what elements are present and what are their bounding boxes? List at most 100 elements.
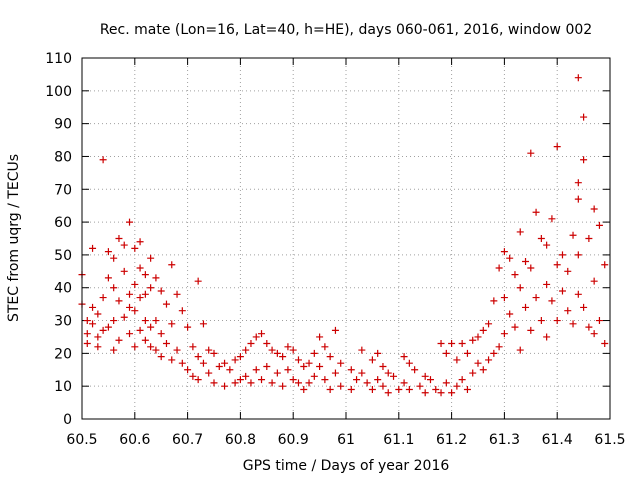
data-point — [289, 376, 297, 384]
data-point — [564, 267, 572, 275]
data-point — [448, 389, 456, 397]
data-point — [337, 382, 345, 390]
data-point — [284, 366, 292, 374]
data-point — [126, 218, 134, 226]
data-point — [474, 333, 482, 341]
data-point — [479, 326, 487, 334]
data-point — [110, 317, 118, 325]
data-point — [395, 385, 403, 393]
y-tick-label: 100 — [45, 84, 72, 100]
data-point — [94, 343, 102, 351]
data-point — [453, 356, 461, 364]
data-point — [136, 264, 144, 272]
data-point — [157, 287, 165, 295]
data-point — [421, 389, 429, 397]
data-point — [189, 372, 197, 380]
data-point — [131, 307, 139, 315]
x-axis-label: GPS time / Days of year 2016 — [243, 458, 450, 474]
data-point — [564, 307, 572, 315]
data-point — [516, 284, 524, 292]
data-point — [231, 356, 239, 364]
data-point — [590, 330, 598, 338]
data-point — [284, 343, 292, 351]
x-tick-label: 60.5 — [66, 432, 97, 448]
data-point — [184, 323, 192, 331]
y-tick-label: 10 — [54, 379, 72, 395]
data-point — [104, 274, 112, 282]
data-point — [89, 320, 97, 328]
data-point — [83, 317, 91, 325]
data-point — [527, 326, 535, 334]
data-point — [495, 343, 503, 351]
data-point — [194, 277, 202, 285]
data-point — [258, 376, 266, 384]
data-point — [469, 369, 477, 377]
data-point — [522, 257, 530, 265]
data-point — [168, 261, 176, 269]
data-point — [152, 274, 160, 282]
x-tick-labels: 60.5 60.6 60.7 60.8 60.9 61 61.1 61.2 61.3 61.4 61… — [66, 432, 625, 448]
data-point — [511, 323, 519, 331]
data-point — [221, 382, 229, 390]
data-point — [421, 372, 429, 380]
data-point — [273, 369, 281, 377]
data-point — [115, 336, 123, 344]
y-tick-label: 70 — [54, 182, 72, 198]
data-point — [226, 366, 234, 374]
data-point — [558, 251, 566, 259]
data-point — [126, 330, 134, 338]
data-point — [411, 366, 419, 374]
data-point — [178, 307, 186, 315]
data-point — [595, 317, 603, 325]
data-point — [590, 205, 598, 213]
x-tick-label: 60.7 — [172, 432, 203, 448]
data-point — [247, 340, 255, 348]
data-point — [141, 271, 149, 279]
data-point — [310, 372, 318, 380]
data-point — [506, 310, 514, 318]
data-point — [131, 280, 139, 288]
data-point — [147, 343, 155, 351]
data-point — [537, 317, 545, 325]
data-point — [490, 349, 498, 357]
data-point — [294, 379, 302, 387]
data-point — [126, 290, 134, 298]
x-tick-label: 61.3 — [489, 432, 520, 448]
data-point — [268, 346, 276, 354]
y-tick-label: 80 — [54, 149, 72, 165]
data-point — [279, 353, 287, 361]
data-point — [379, 382, 387, 390]
data-point — [384, 389, 392, 397]
data-point — [99, 294, 107, 302]
data-point — [120, 241, 128, 249]
data-point — [574, 179, 582, 187]
data-point — [532, 208, 540, 216]
data-point — [94, 333, 102, 341]
data-point — [236, 353, 244, 361]
x-tick-label: 61.2 — [436, 432, 467, 448]
data-point — [141, 290, 149, 298]
x-tick-label: 60.9 — [278, 432, 309, 448]
data-point — [104, 323, 112, 331]
data-point — [136, 238, 144, 246]
data-point — [136, 326, 144, 334]
data-point — [574, 74, 582, 82]
data-point — [279, 382, 287, 390]
data-point — [548, 297, 556, 305]
data-point — [543, 241, 551, 249]
data-point — [331, 326, 339, 334]
data-point — [516, 228, 524, 236]
data-point — [458, 340, 466, 348]
y-tick-label: 60 — [54, 215, 72, 231]
data-point — [310, 349, 318, 357]
data-point — [147, 284, 155, 292]
data-point — [126, 303, 134, 311]
data-point — [252, 366, 260, 374]
data-point — [601, 261, 609, 269]
plot-frame — [81, 57, 611, 420]
y-tick-label: 30 — [54, 314, 72, 330]
data-point — [162, 300, 170, 308]
y-tick-label: 50 — [54, 248, 72, 264]
data-point — [405, 385, 413, 393]
